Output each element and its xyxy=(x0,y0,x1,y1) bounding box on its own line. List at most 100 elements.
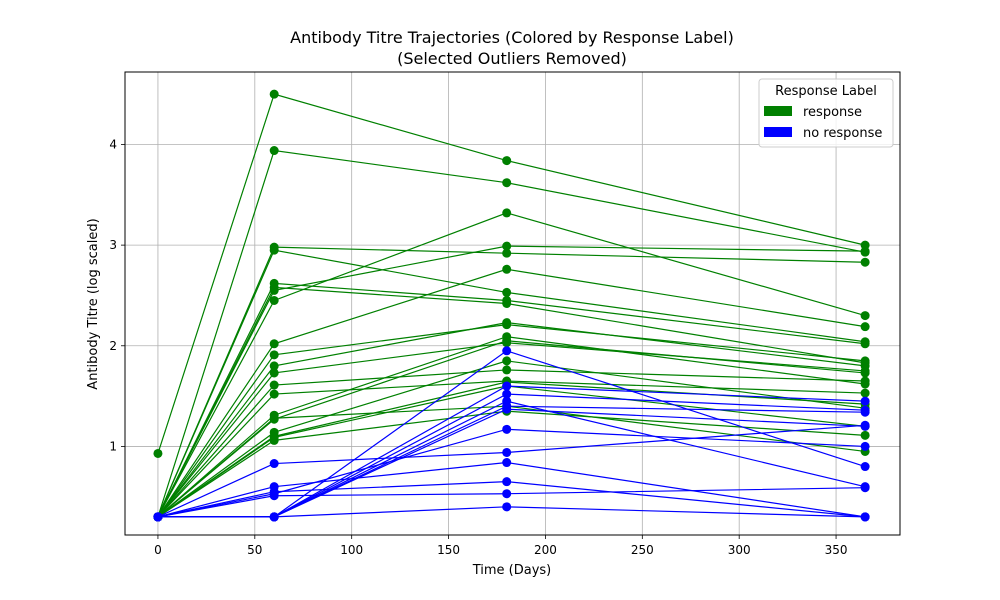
data-point-response xyxy=(269,413,279,423)
trajectory-line-response xyxy=(157,380,866,518)
chart-title: Antibody Titre Trajectories (Colored by … xyxy=(290,28,734,47)
data-point-no-response xyxy=(502,502,512,512)
x-tick-label: 50 xyxy=(247,543,262,557)
data-point-response xyxy=(502,336,512,346)
trajectory-line-response xyxy=(157,322,866,518)
data-point-response xyxy=(269,361,279,371)
trajectory-line-response xyxy=(157,410,866,518)
data-point-response xyxy=(269,146,279,156)
trajectory-line-no-response xyxy=(157,400,866,518)
data-point-no-response xyxy=(860,407,870,417)
legend: Response Label response no response xyxy=(758,78,894,148)
data-point-response xyxy=(502,264,512,274)
data-point-no-response xyxy=(502,389,512,399)
data-point-no-response xyxy=(502,381,512,391)
data-point-no-response xyxy=(153,512,163,522)
y-axis-label: Antibody Titre (log scaled) xyxy=(86,218,101,389)
grid xyxy=(125,72,900,535)
data-point-response xyxy=(502,248,512,258)
trajectory-line-response xyxy=(157,246,866,518)
data-point-no-response xyxy=(269,491,279,501)
legend-swatch-no-response xyxy=(764,127,792,137)
trajectory-line-no-response xyxy=(157,424,866,518)
data-point-no-response xyxy=(502,489,512,499)
data-point-response xyxy=(269,350,279,360)
trajectory-line-response xyxy=(157,340,866,518)
trajectory-line-response xyxy=(157,149,866,518)
data-point-response xyxy=(269,339,279,349)
x-tick-label: 350 xyxy=(825,543,848,557)
data-point-no-response xyxy=(860,396,870,406)
trajectory-line-no-response xyxy=(157,393,866,518)
data-point-no-response xyxy=(860,441,870,451)
data-point-response xyxy=(860,379,870,389)
data-point-no-response xyxy=(502,447,512,457)
trajectory-line-response xyxy=(157,336,866,518)
trajectory-line-response xyxy=(157,369,866,518)
data-point-response xyxy=(269,368,279,378)
plot-frame xyxy=(124,71,901,536)
trajectory-line-no-response xyxy=(157,481,866,518)
trajectory-line-response xyxy=(157,249,866,518)
data-point-no-response xyxy=(502,424,512,434)
data-point-response xyxy=(502,208,512,218)
data-point-response xyxy=(860,430,870,440)
x-tick-label: 200 xyxy=(534,543,557,557)
data-point-no-response xyxy=(269,512,279,522)
data-point-no-response xyxy=(860,462,870,472)
data-point-no-response xyxy=(860,482,870,492)
data-point-response xyxy=(502,178,512,188)
data-point-response xyxy=(860,368,870,378)
data-point-response xyxy=(269,285,279,295)
data-point-no-response xyxy=(502,346,512,356)
trajectory-line-response xyxy=(157,268,866,518)
ticks: 0 50 100 150 200 250 300 350 1 2 3 4 xyxy=(109,137,847,557)
trajectory-line-response xyxy=(157,286,866,518)
legend-label-no-response: no response xyxy=(803,126,882,141)
data-point-response xyxy=(502,318,512,328)
y-tick-label: 1 xyxy=(109,439,117,453)
series-layer xyxy=(153,89,870,522)
legend-label-response: response xyxy=(803,105,862,120)
data-point-no-response xyxy=(860,421,870,431)
trajectory-line-response xyxy=(157,245,866,518)
data-point-no-response xyxy=(269,459,279,469)
data-point-response xyxy=(860,257,870,267)
x-tick-label: 0 xyxy=(154,543,162,557)
data-point-no-response xyxy=(860,512,870,522)
data-point-response xyxy=(860,322,870,332)
data-point-response xyxy=(502,299,512,308)
trajectory-line-no-response xyxy=(157,487,866,518)
y-tick-label: 2 xyxy=(109,339,117,353)
x-tick-label: 300 xyxy=(728,543,751,557)
trajectory-line-response xyxy=(157,93,866,454)
trajectory-line-response xyxy=(157,360,866,518)
data-point-response xyxy=(502,241,512,251)
data-point-response xyxy=(860,388,870,398)
data-point-response xyxy=(269,245,279,255)
data-point-response xyxy=(269,389,279,399)
legend-swatch-response xyxy=(764,106,792,116)
data-point-no-response xyxy=(502,477,512,487)
x-tick-label: 150 xyxy=(437,543,460,557)
data-point-response xyxy=(269,295,279,305)
trajectory-line-no-response xyxy=(157,428,866,518)
data-point-response xyxy=(860,246,870,256)
data-point-no-response xyxy=(502,458,512,468)
data-point-no-response xyxy=(502,401,512,411)
data-point-response xyxy=(502,365,512,375)
y-tick-label: 4 xyxy=(109,137,117,151)
data-point-response xyxy=(860,311,870,321)
trajectory-line-no-response xyxy=(157,506,866,518)
legend-frame xyxy=(758,78,894,148)
data-point-response xyxy=(269,380,279,390)
trajectory-line-no-response xyxy=(157,405,866,518)
legend-title: Response Label xyxy=(775,84,877,99)
y-tick-label: 3 xyxy=(109,238,117,252)
data-point-response xyxy=(269,89,279,99)
trajectory-line-response xyxy=(157,324,866,518)
data-point-response xyxy=(502,356,512,366)
trajectory-line-response xyxy=(157,405,866,518)
trajectory-line-response xyxy=(157,282,866,518)
